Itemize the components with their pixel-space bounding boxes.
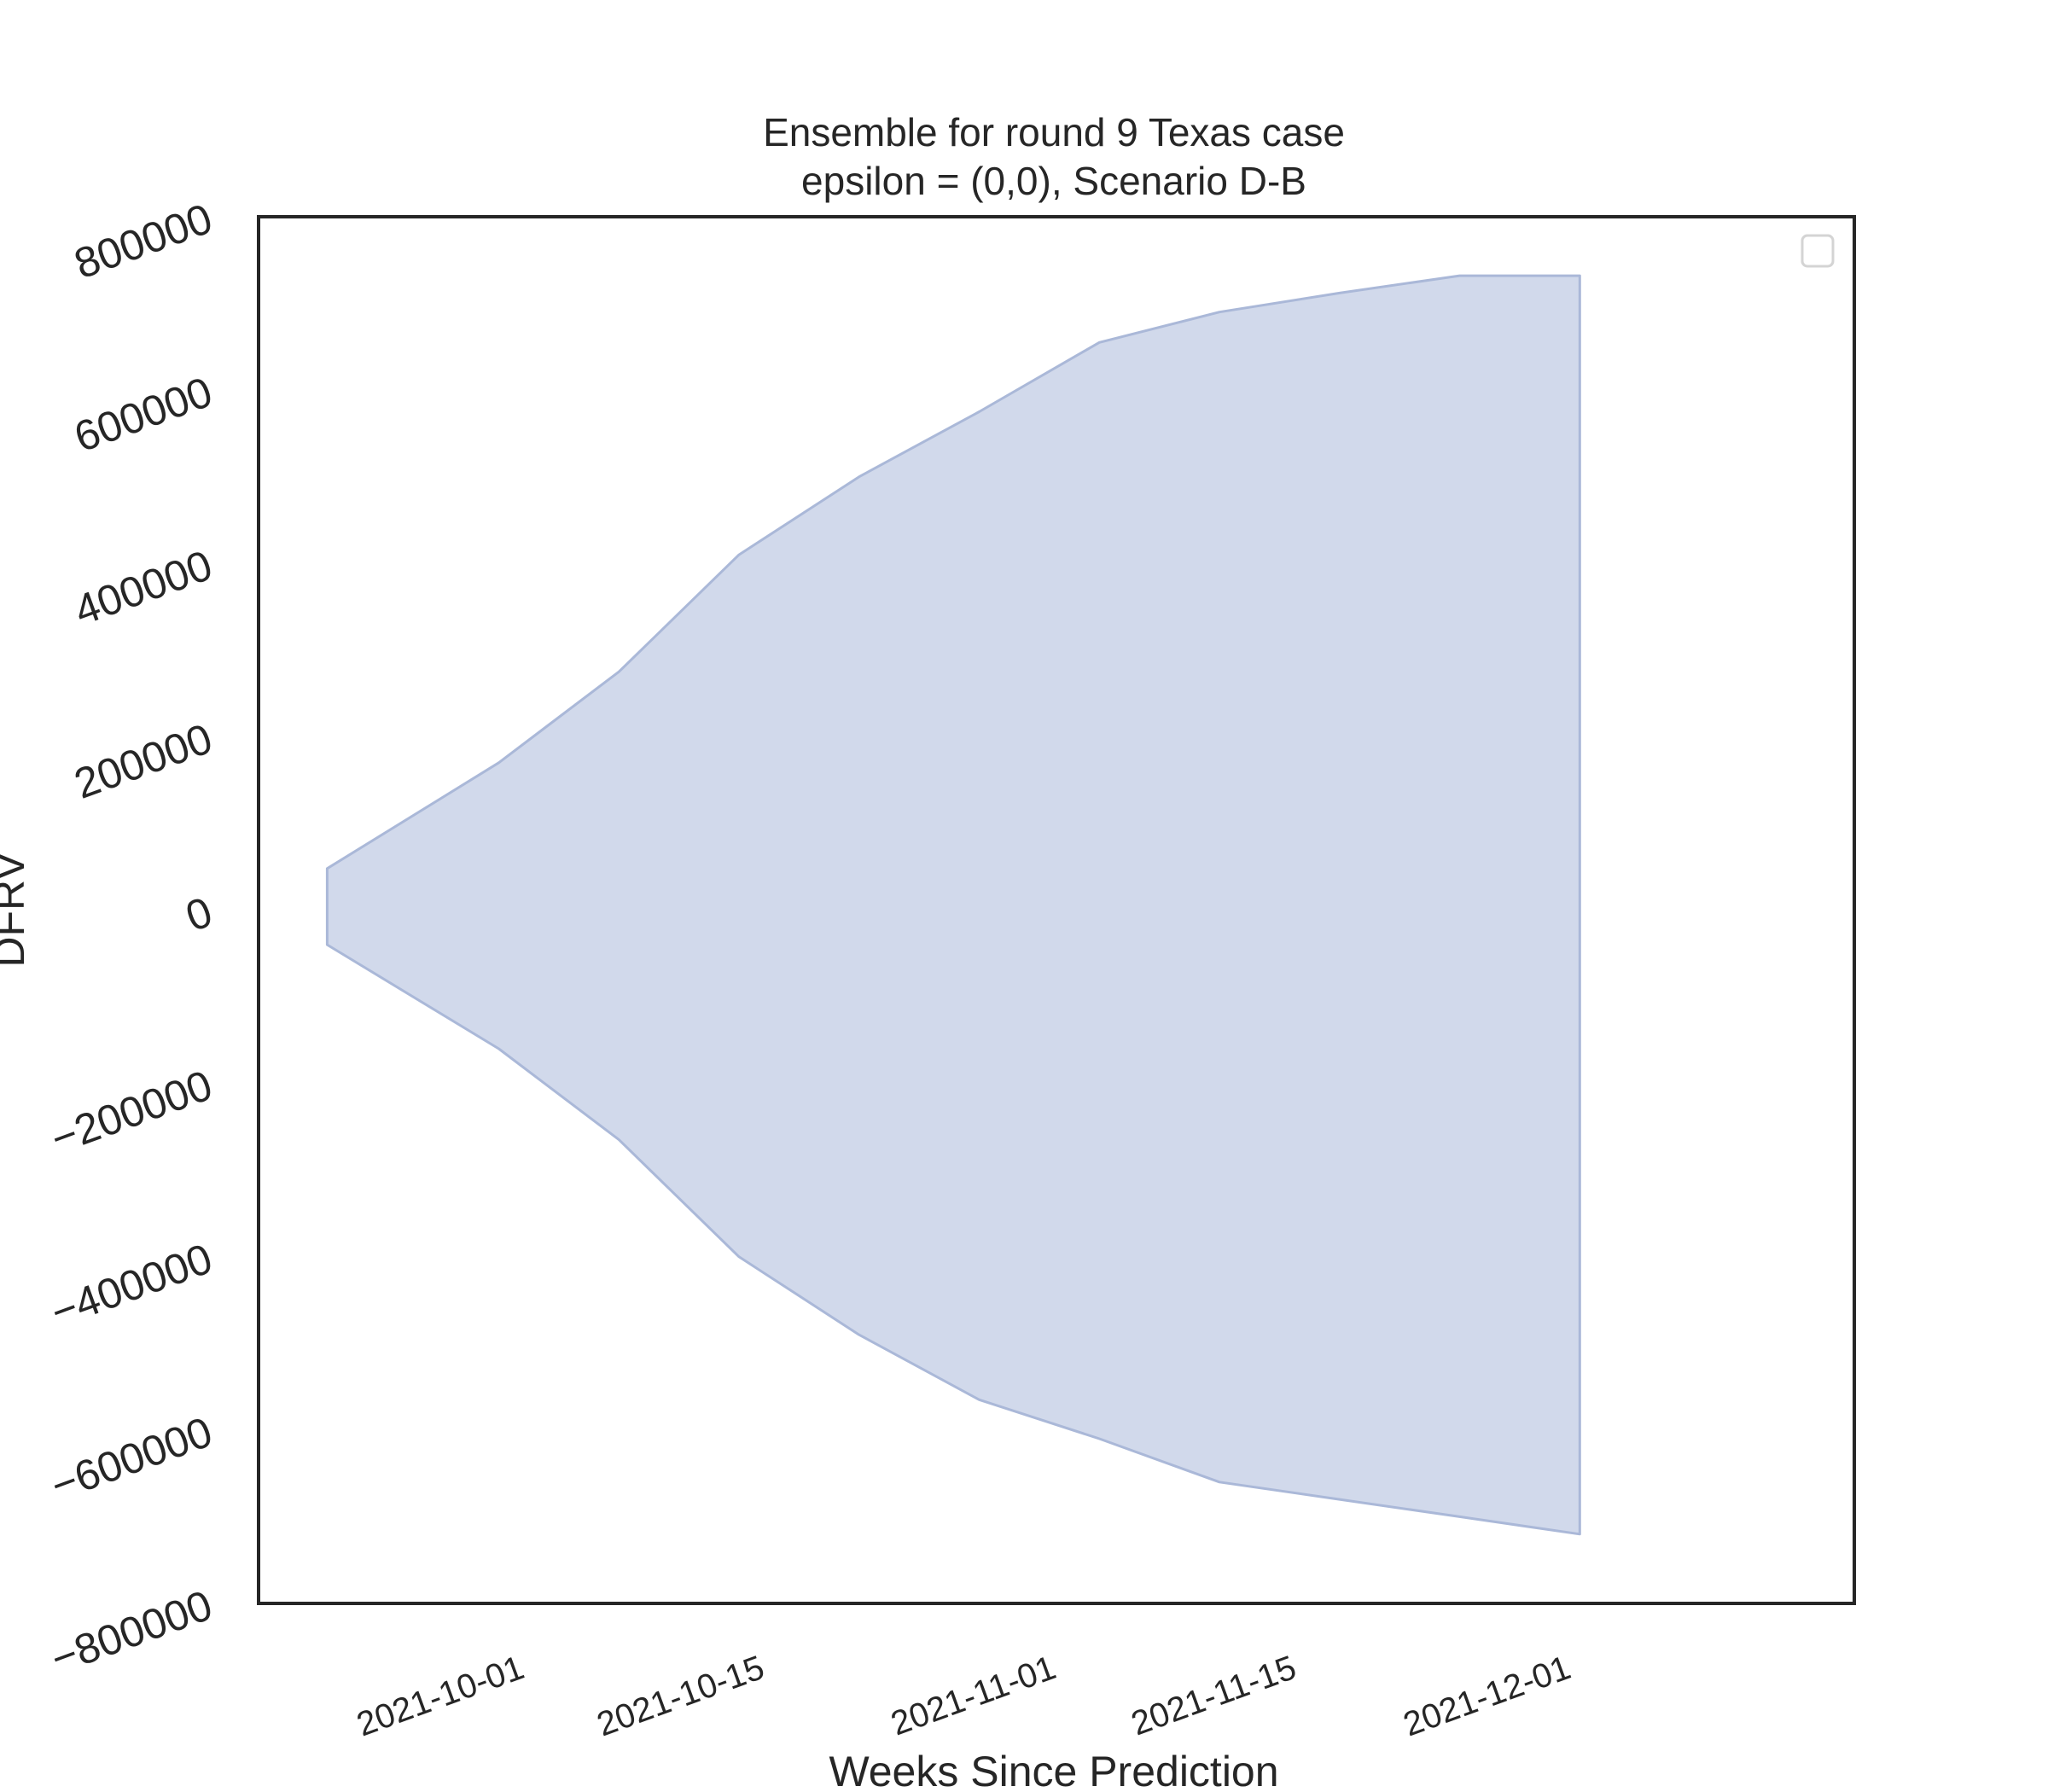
x-tick-label: 2021-12-01 xyxy=(1399,1649,1575,1743)
y-tick-label: −800000 xyxy=(44,1581,218,1684)
x-axis-ticks: 2021-10-01 2021-10-15 2021-11-01 2021-11-15… xyxy=(352,1649,1575,1743)
chart-subtitle: epsilon = (0,0), Scenario D-B xyxy=(801,159,1306,203)
y-tick-label: −200000 xyxy=(44,1061,218,1163)
legend-box[interactable] xyxy=(1801,234,1835,268)
chart-title-line-1: Ensemble for round 9 Texas case xyxy=(763,110,1345,154)
x-tick-label: 2021-11-01 xyxy=(886,1649,1061,1743)
x-tick-label: 2021-10-01 xyxy=(352,1649,528,1743)
prediction-band-0 xyxy=(325,274,1581,1536)
band-layer xyxy=(325,274,1581,1536)
y-tick-label: −600000 xyxy=(44,1408,218,1510)
y-tick-label: 400000 xyxy=(68,541,218,635)
y-axis-ticks: −800000 −600000 −400000 −200000 0 200000 40000… xyxy=(44,195,218,1684)
y-tick-label: 800000 xyxy=(68,195,218,288)
y-tick-label: −400000 xyxy=(44,1235,218,1337)
chart-title: Ensemble for round 9 Texas case epsilon … xyxy=(763,110,1345,203)
y-tick-label: 0 xyxy=(179,887,218,940)
x-axis-label: Weeks Since Prediction xyxy=(829,1748,1278,1792)
x-tick-label: 2021-11-15 xyxy=(1126,1649,1301,1743)
y-axis-label: DFRV xyxy=(0,852,33,968)
x-tick-label: 2021-10-15 xyxy=(592,1649,769,1743)
plot-frame xyxy=(257,215,1856,1605)
y-tick-label: 600000 xyxy=(68,368,218,462)
y-tick-label: 200000 xyxy=(68,714,218,808)
